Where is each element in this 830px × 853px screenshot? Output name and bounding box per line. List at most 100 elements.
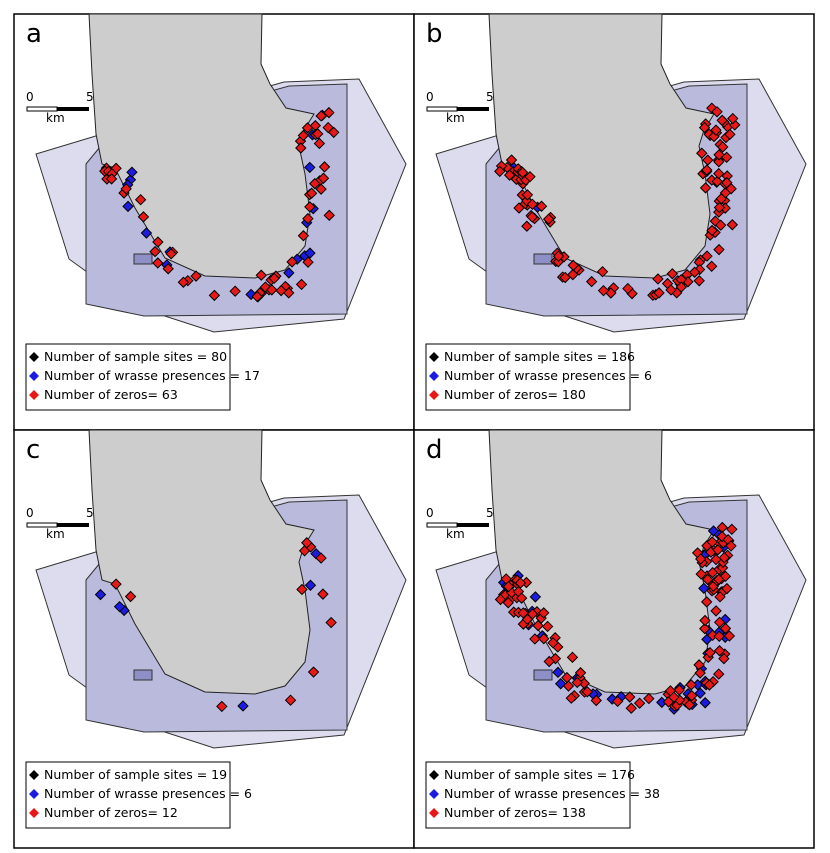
scale-unit: km <box>446 111 465 125</box>
sample-site <box>505 154 518 166</box>
panel-label: c <box>26 435 40 465</box>
sample-site <box>585 275 598 288</box>
sample-site <box>521 189 534 201</box>
sample-site <box>297 230 310 242</box>
sample-site <box>284 694 297 706</box>
sample-site <box>711 106 723 118</box>
sample-site <box>322 121 334 134</box>
sample-site <box>140 227 153 239</box>
sample-site <box>714 591 726 603</box>
scale-bar-right <box>57 523 89 527</box>
sample-site <box>541 620 554 633</box>
sample-site <box>208 289 221 302</box>
legend-box <box>25 761 231 829</box>
protected-area <box>133 669 153 681</box>
sample-site <box>315 183 327 195</box>
legend-marker <box>429 352 439 362</box>
sample-site <box>713 616 726 628</box>
sample-site <box>513 202 525 214</box>
map-panel: b 0 5 km Number of sample sites = 186 Number … <box>413 13 815 431</box>
legend-entry: Number of wrasse presences = 38 <box>444 786 660 801</box>
sample-site <box>715 219 727 231</box>
sample-site <box>304 247 316 259</box>
sample-site <box>126 166 138 178</box>
sample-site <box>701 596 713 608</box>
sample-site <box>724 128 736 141</box>
sample-site <box>165 248 177 260</box>
sample-site <box>124 590 137 603</box>
sample-site <box>110 578 122 590</box>
legend-entry: Number of zeros= 180 <box>444 387 586 402</box>
sample-site <box>688 266 701 278</box>
sample-site <box>701 573 714 586</box>
sample-site <box>561 671 573 684</box>
panel-label: d <box>426 435 443 465</box>
sample-site <box>652 273 664 285</box>
sample-site <box>494 165 506 178</box>
sample-site <box>302 256 314 268</box>
sample-site <box>706 536 718 548</box>
sample-site <box>713 149 725 161</box>
sample-site <box>713 201 726 214</box>
sample-site <box>706 224 718 237</box>
sample-site <box>695 553 707 565</box>
scale-start: 0 <box>426 90 434 104</box>
sample-site <box>317 588 329 600</box>
sample-site <box>554 678 567 690</box>
scale-bar-right <box>57 107 89 111</box>
sample-site <box>323 209 335 222</box>
legend-marker <box>429 789 439 799</box>
sample-site <box>701 164 713 176</box>
sample-site <box>494 593 507 606</box>
panel-label: a <box>26 19 42 49</box>
sample-site <box>305 187 318 199</box>
sample-site <box>717 141 729 153</box>
legend-marker <box>429 808 439 818</box>
sample-site <box>532 619 544 632</box>
sample-site <box>596 265 609 278</box>
sample-site <box>643 692 655 705</box>
map-panel: c 0 5 km Number of sample sites = 19 Number o… <box>13 429 415 849</box>
scale-end: 5 <box>486 506 494 520</box>
sample-site <box>699 182 712 194</box>
sample-site <box>152 257 164 269</box>
legend-marker <box>429 371 439 381</box>
sample-site <box>296 583 308 596</box>
sample-site <box>713 668 725 680</box>
sample-site <box>295 278 308 291</box>
sample-site <box>710 605 722 617</box>
sample-site <box>552 250 565 262</box>
scale-start: 0 <box>26 90 34 104</box>
sample-site <box>686 689 698 702</box>
sample-site <box>713 167 725 180</box>
legend-entry: Number of wrasse presences = 6 <box>444 368 652 383</box>
sample-site <box>275 284 287 297</box>
sample-site <box>149 245 161 258</box>
sample-site <box>723 630 736 642</box>
legend-box <box>425 343 631 411</box>
legend-marker <box>429 390 439 400</box>
sample-site <box>521 220 533 232</box>
sample-site <box>685 679 697 691</box>
sample-site <box>703 679 716 691</box>
sample-site <box>268 272 280 285</box>
legend-entry: Number of sample sites = 19 <box>44 767 227 782</box>
sample-site <box>325 616 337 629</box>
sample-site <box>718 652 730 665</box>
sample-site <box>301 537 313 549</box>
sample-site <box>721 582 733 595</box>
scale-start: 0 <box>426 506 434 520</box>
sample-site <box>503 169 516 181</box>
sample-site <box>537 607 550 619</box>
sample-site <box>565 692 578 704</box>
sample-site <box>566 651 579 664</box>
sample-site <box>590 694 602 707</box>
scale-bar-right <box>457 107 489 111</box>
sample-site <box>315 110 327 122</box>
legend-marker <box>29 808 39 818</box>
sample-site <box>190 270 202 282</box>
sample-site <box>134 193 147 206</box>
sample-site <box>668 691 680 703</box>
sample-site <box>266 284 278 296</box>
